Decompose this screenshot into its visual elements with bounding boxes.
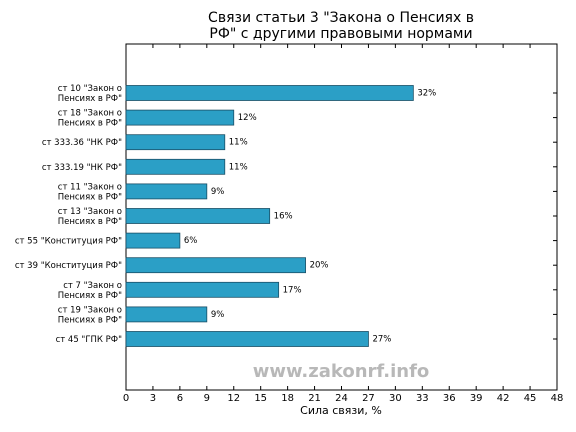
value-label: 27% [372,335,391,345]
bar [125,85,414,101]
y-tick-label-line: Пенсиях в РФ" [58,217,122,227]
x-tick-label: 12 [227,393,240,404]
x-tick-label: 30 [389,393,402,404]
x-tick-label: 27 [362,393,375,404]
y-tick-label-line: ст 333.19 "НК РФ" [42,162,122,172]
y-tick-label: ст 18 "Закон о Пенсиях в РФ" [58,108,122,128]
y-tick-label-line: Пенсиях в РФ" [58,315,122,325]
x-tick-label: 36 [443,393,456,404]
x-tick-label: 18 [281,393,294,404]
x-tick-label: 39 [470,393,483,404]
x-tick-label: 0 [123,393,129,404]
y-tick-label-line: Пенсиях в РФ" [58,290,122,300]
chart-title: РФ" с другими правовыми нормами [209,26,472,42]
y-tick-label-line: ст 333.36 "НК РФ" [42,138,122,148]
y-tick-label-line: Пенсиях в РФ" [58,94,122,104]
x-tick-label: 42 [497,393,510,404]
x-axis-label: Сила связи, % [300,404,382,417]
x-tick-label: 24 [335,393,348,404]
y-tick-label: ст 13 "Закон о Пенсиях в РФ" [58,207,122,227]
value-label: 9% [211,310,225,320]
y-tick-label-line: ст 13 "Закон о [58,207,122,217]
x-tick-label: 48 [551,393,564,404]
y-tick-label: ст 7 "Закон о Пенсиях в РФ" [58,280,122,300]
y-tick-label-line: ст 7 "Закон о [63,280,122,290]
y-tick-label-line: ст 10 "Закон о [58,84,122,94]
value-label: 6% [184,236,198,246]
bar [125,257,306,274]
y-tick-label: ст 10 "Закон о Пенсиях в РФ" [58,84,122,104]
y-tick-label-line: ст 18 "Закон о [58,108,122,118]
y-tick-label-line: Пенсиях в РФ" [58,118,122,128]
y-tick-label-line: ст 11 "Закон о [58,182,122,192]
value-label: 20% [310,261,329,271]
y-tick-label: ст 19 "Закон о Пенсиях в РФ" [58,305,122,325]
y-tick-label: ст 11 "Закон о Пенсиях в РФ" [58,182,122,202]
x-tick-label: 3 [150,393,156,404]
x-tick-label: 21 [308,393,321,404]
value-label: 9% [211,187,225,197]
bar [125,281,280,298]
value-label: 17% [283,285,302,295]
x-tick-label: 15 [254,393,267,404]
y-tick-label: ст 333.36 "НК РФ" [42,138,122,148]
y-tick-label-line: Пенсиях в РФ" [58,192,122,202]
y-tick-label-line: ст 45 "ГПК РФ" [56,335,123,345]
value-label: 32% [417,89,436,99]
x-tick-label: 9 [204,393,210,404]
value-label: 11% [229,138,248,148]
value-label: 12% [238,113,257,123]
bar [125,208,271,224]
bar [125,109,235,126]
value-label: 16% [274,212,293,222]
bar [125,232,181,249]
chart-title: Связи статьи 3 "Закона о Пенсиях в [208,10,474,26]
x-tick-label: 6 [177,393,183,404]
y-tick-label: ст 45 "ГПК РФ" [56,335,123,345]
y-tick-label: ст 39 "Конституция РФ" [15,261,122,271]
bar [125,183,208,200]
y-tick-label: ст 333.19 "НК РФ" [42,162,122,172]
y-tick-label-line: ст 55 "Конституция РФ" [15,236,122,246]
bar [125,306,208,323]
watermark: www.zakonrf.info [253,361,430,382]
x-tick-label: 45 [524,393,537,404]
y-tick-label-line: ст 19 "Закон о [58,305,122,315]
x-tick-label: 33 [416,393,429,404]
y-tick-label-line: ст 39 "Конституция РФ" [15,261,122,271]
bar [125,158,226,175]
bar [125,134,226,151]
y-tick-label: ст 55 "Конституция РФ" [15,236,122,246]
bar [125,331,369,347]
value-label: 11% [229,162,248,172]
